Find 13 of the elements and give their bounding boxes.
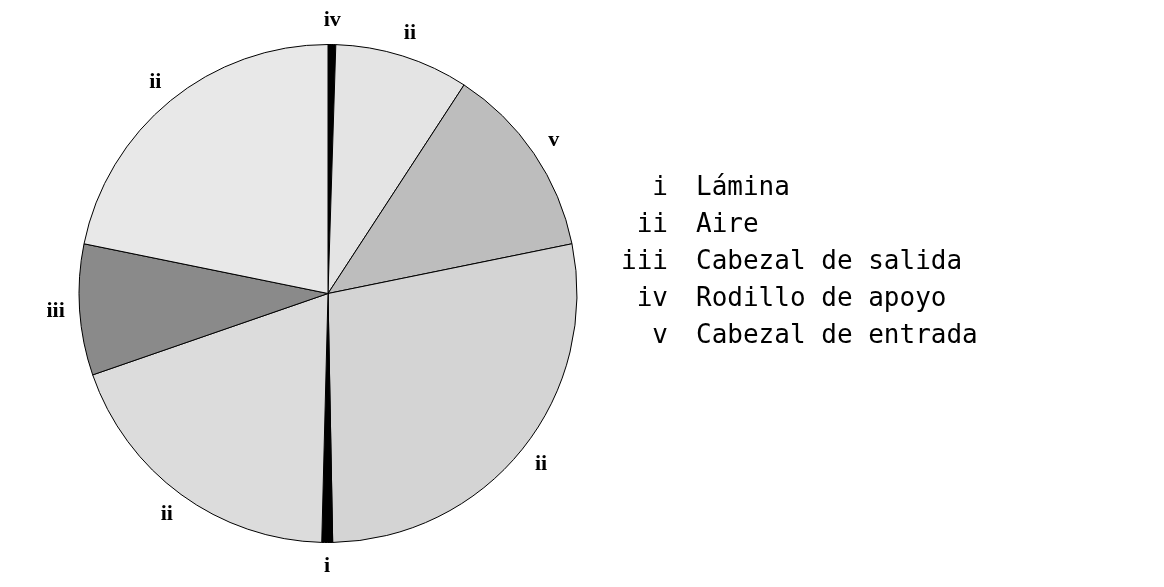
slice-label: ii: [534, 449, 548, 475]
text: iv Rodillo de apoyo: [635, 281, 947, 314]
text: ii Aire: [635, 207, 759, 240]
slice-label: v: [548, 125, 560, 151]
slice-label: ii: [149, 67, 162, 93]
slice-label: ii: [403, 18, 417, 44]
slice-label: iv: [323, 6, 341, 32]
slice-label: i: [324, 552, 331, 578]
text: iii Cabezal de salida: [620, 244, 963, 277]
slice-label: ii: [160, 499, 173, 525]
text: v Cabezal de entrada: [651, 318, 978, 351]
slice-label: iii: [46, 297, 65, 323]
text: i Lámina: [651, 170, 790, 203]
